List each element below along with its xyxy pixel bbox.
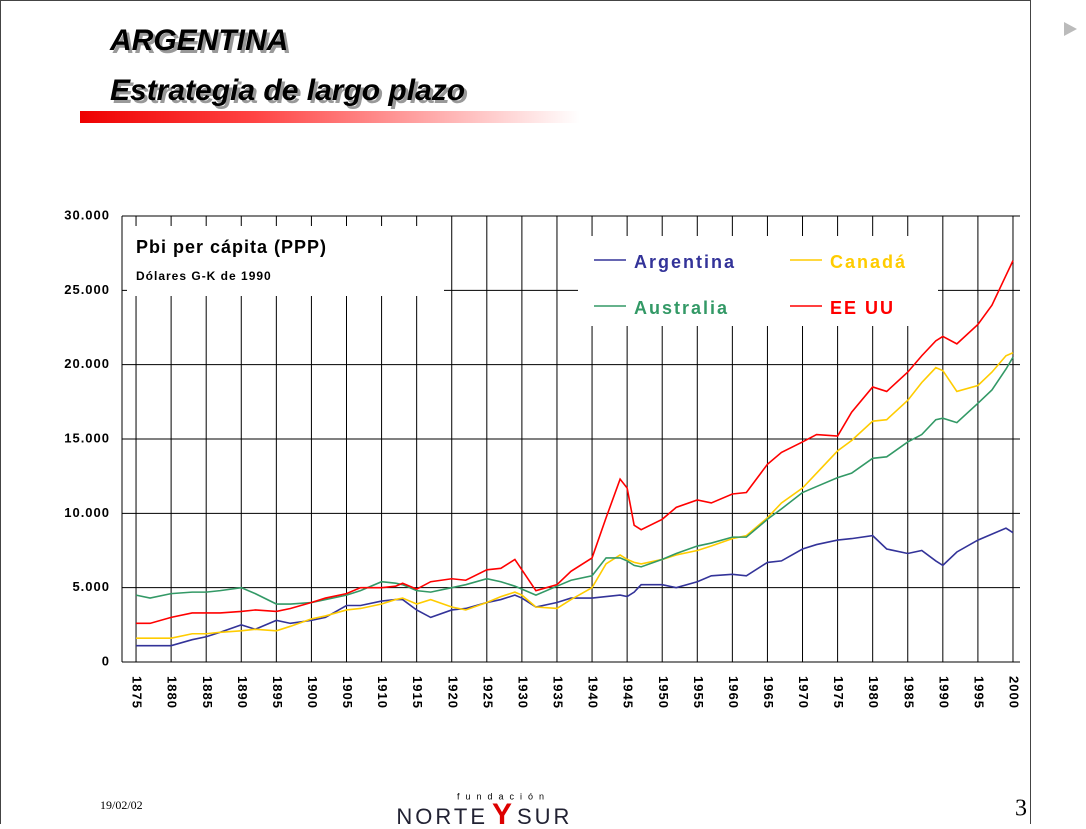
x-tick-label: 1995 (971, 676, 986, 709)
legend-label: Argentina (634, 252, 736, 272)
x-tick-label: 1885 (200, 676, 215, 709)
logo-small: fundación (457, 791, 550, 801)
x-tick-label: 1950 (656, 676, 671, 709)
legend-label: Canadá (830, 252, 907, 272)
x-tick-label: 1945 (621, 676, 636, 709)
title: ARGENTINA (109, 24, 288, 57)
x-tick-label: 1965 (761, 676, 776, 709)
x-tick-label: 1900 (305, 676, 320, 709)
y-tick-label: 30.000 (64, 207, 110, 222)
title-shadow: ARGENTINA (112, 27, 291, 60)
x-tick-label: 1930 (515, 676, 530, 709)
series-line (136, 527, 1014, 647)
x-tick-label: 1925 (480, 676, 495, 709)
x-tick-label: 1935 (551, 676, 566, 709)
logo-mid: Y (492, 798, 512, 824)
chart-title: Pbi per cápita (PPP) (136, 237, 327, 257)
x-tick-label: 1975 (831, 676, 846, 709)
x-tick-label: 1895 (270, 676, 285, 709)
legend-label: EE UU (830, 298, 895, 318)
logo-right: SUR (517, 804, 572, 824)
subtitle: Estrategia de largo plazo (110, 74, 465, 107)
chart-subtitle: Dólares G-K de 1990 (136, 269, 272, 283)
plot: 0 5.000 10.000 15.000 20.000 25.000 30.000 1875… (64, 207, 1021, 708)
series-line (136, 352, 1014, 640)
y-tick-label: 25.000 (64, 282, 110, 297)
x-tick-label: 1940 (586, 676, 601, 709)
title-box (127, 226, 444, 296)
series-line (135, 356, 1014, 605)
x-tick-label: 1875 (130, 676, 145, 709)
legend-label: Australia (634, 298, 729, 318)
x-tick-label: 1890 (235, 676, 250, 709)
x-tick-label: 1970 (796, 676, 811, 709)
x-tick-label: 1980 (866, 676, 881, 709)
series-line (136, 260, 1014, 625)
y-tick-label: 5.000 (72, 579, 110, 594)
x-tick-label: 1905 (340, 676, 355, 709)
y-tick-label: 20.000 (64, 356, 110, 371)
logo-left: NORTE (396, 804, 488, 824)
x-tick-label: 1955 (691, 676, 706, 709)
next-arrow[interactable] (1064, 22, 1077, 36)
date: 19/02/02 (100, 798, 143, 812)
x-tick-label: 1990 (936, 676, 951, 709)
x-tick-label: 1960 (726, 676, 741, 709)
x-tick-label: 1985 (901, 676, 916, 709)
x-tick-label: 1910 (375, 676, 390, 709)
x-tick-label: 1920 (445, 676, 460, 709)
x-tick-label: 2000 (1007, 676, 1022, 709)
x-tick-label: 1915 (410, 676, 425, 709)
y-tick-label: 15.000 (64, 430, 110, 445)
y-tick-label: 0 (102, 653, 110, 668)
subtitle-shadow: Estrategia de largo plazo (113, 77, 468, 110)
page-number: 3 (1015, 796, 1027, 822)
y-tick-label: 10.000 (64, 505, 110, 520)
x-tick-label: 1880 (165, 676, 180, 709)
legend-box (578, 236, 938, 326)
slide-border (0, 0, 1031, 829)
title-bar (80, 111, 580, 123)
